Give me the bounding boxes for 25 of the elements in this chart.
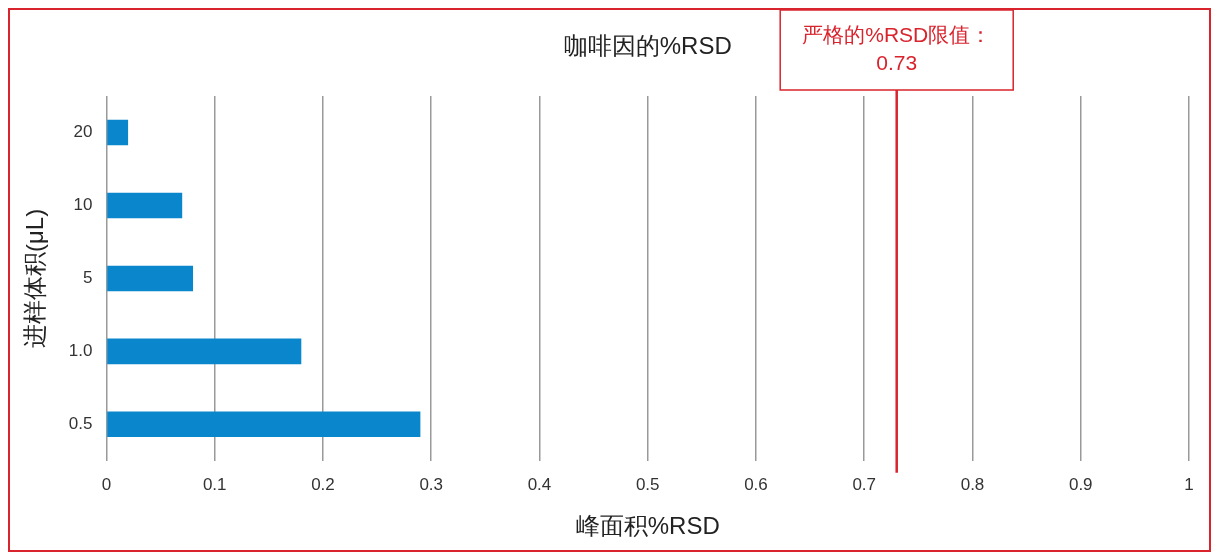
x-tick-label: 0.3 <box>419 474 444 494</box>
x-tick-label: 0.9 <box>1068 474 1093 494</box>
x-tick-label: 1 <box>1184 474 1194 494</box>
x-tick-label: 0.5 <box>635 474 660 494</box>
x-tick-label: 0 <box>101 474 112 494</box>
x-tick-label: 0.7 <box>852 474 877 494</box>
bar <box>107 119 129 146</box>
y-tick-label: 10 <box>73 195 93 215</box>
x-tick-label: 0.1 <box>202 474 227 494</box>
x-tick-label: 0.4 <box>527 474 552 494</box>
x-tick-label: 0.8 <box>960 474 985 494</box>
ref-line-label: 严格的%RSD限值： 0.73 <box>802 22 992 74</box>
y-tick-label: 20 <box>73 122 93 142</box>
bar <box>107 411 421 438</box>
bar <box>107 338 302 365</box>
bar <box>107 192 183 219</box>
x-axis-title: 峰面积%RSD <box>575 512 720 540</box>
y-tick-label: 0.5 <box>68 414 93 434</box>
x-tick-label: 0.2 <box>311 474 335 494</box>
y-axis-title: 进样体积(μL) <box>21 208 49 348</box>
bar <box>107 265 194 292</box>
y-tick-label: 5 <box>82 268 93 288</box>
x-tick-label: 0.6 <box>744 474 768 494</box>
chart-title: 咖啡因的%RSD <box>563 31 732 59</box>
y-tick-label: 1.0 <box>68 341 93 361</box>
